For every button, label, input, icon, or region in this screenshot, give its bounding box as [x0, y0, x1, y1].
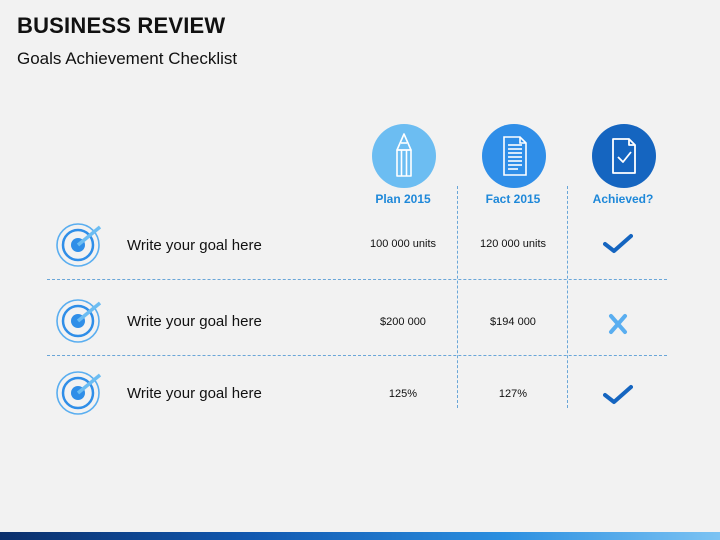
checkmark-icon: [603, 383, 633, 407]
plan-value[interactable]: 125%: [388, 388, 418, 400]
target-icon: [54, 219, 106, 271]
checkmark-icon: [603, 232, 633, 256]
document-icon: [482, 124, 546, 188]
row-divider: [47, 279, 667, 280]
page-subtitle: Goals Achievement Checklist: [17, 49, 238, 68]
fact-value[interactable]: $194 000: [490, 316, 536, 328]
cross-icon: [603, 312, 633, 336]
column-header-fact: Fact 2015: [485, 192, 541, 206]
fact-value[interactable]: 120 000 units: [479, 238, 547, 250]
row-divider: [47, 355, 667, 356]
plan-value[interactable]: 100 000 units: [369, 238, 437, 250]
column-divider: [567, 186, 568, 408]
column-header-achieved: Achieved?: [592, 192, 654, 206]
pencil-icon: [372, 124, 436, 188]
column-divider: [457, 186, 458, 408]
fact-value[interactable]: 127%: [498, 388, 528, 400]
column-header-plan: Plan 2015: [375, 192, 431, 206]
target-icon: [54, 295, 106, 347]
checked-document-icon: [592, 124, 656, 188]
plan-value[interactable]: $200 000: [380, 316, 426, 328]
goal-text[interactable]: Write your goal here: [127, 313, 262, 330]
footer-gradient-bar: [0, 532, 720, 540]
page-title: BUSINESS REVIEW: [17, 13, 226, 38]
goal-text[interactable]: Write your goal here: [127, 237, 262, 254]
goal-text[interactable]: Write your goal here: [127, 385, 262, 402]
target-icon: [54, 367, 106, 419]
